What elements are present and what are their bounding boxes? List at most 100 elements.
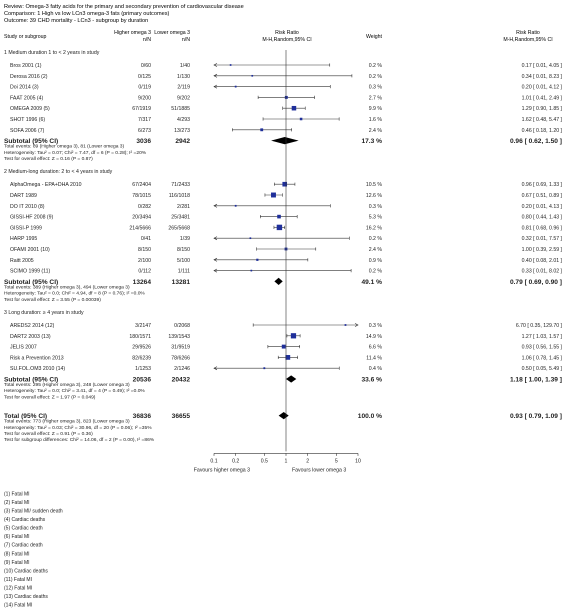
subgroup-note: Test for overall effect: Z = 0.16 (P = 0… (4, 156, 93, 162)
study-ci-text: 0.20 [ 0.01, 4.13 ] (522, 204, 563, 210)
study-ci-text: 1.27 [ 1.03, 1.57 ] (522, 334, 563, 340)
footnote: (13) Cardiac deaths (4, 594, 48, 600)
subtotal-ci-text: 0.96 [ 0.62, 1.50 ] (510, 138, 562, 145)
higher-events: 67/1919 (132, 106, 151, 112)
study-name: HARP 1995 (10, 236, 37, 242)
study-mark-left-arrow (213, 203, 218, 208)
subgroup-note: Total events: 389 (Higher omega 3), 494 … (4, 284, 130, 290)
higher-events: 0/119 (138, 85, 151, 91)
lower-events: 116/1018 (169, 193, 190, 199)
total-note: Total events: 773 (Higher omega 3), 823 … (4, 419, 130, 425)
study-ci-text: 0.46 [ 0.18, 1.20 ] (522, 128, 563, 134)
total-lower: 36655 (172, 413, 191, 420)
footnotes: (1) Fatal MI (2) Fatal MI (3) Fatal MI/ su… (4, 491, 63, 608)
subgroup-note: Test for overall effect: Z = 1.97 (P = 0… (4, 394, 96, 400)
col-higher: Higher omega 3 (114, 30, 151, 36)
subgroup-title: 2 Medium-long duration: 2 to < 4 years i… (4, 169, 113, 175)
study-weight: 0.4 % (369, 366, 383, 372)
study-ci-text: 0.96 [ 0.69, 1.33 ] (522, 182, 563, 188)
study-name: Bros 2001 (1) (10, 63, 42, 69)
study-name: DART 1989 (10, 193, 37, 199)
col-study: Study or subgroup (4, 34, 47, 40)
study-weight: 1.6 % (369, 117, 383, 123)
higher-events: 0/60 (141, 63, 151, 69)
study-ci-text: 1.29 [ 0.90, 1.85 ] (522, 106, 563, 112)
study-weight: 0.9 % (369, 258, 383, 264)
study-weight: 16.2 % (366, 225, 383, 231)
lower-events: 71/2433 (171, 182, 190, 188)
lower-events: 1/40 (180, 63, 190, 69)
lower-events: 5/100 (177, 258, 190, 264)
favours-right-label: Favours lower omega 3 (292, 467, 346, 473)
col-rr-method: M-H,Random,95% CI (262, 37, 311, 43)
study-mark-box (290, 333, 297, 339)
total-ci-text: 0.93 [ 0.79, 1.09 ] (510, 413, 562, 420)
study-name: SCIMO 1999 (11) (10, 269, 51, 275)
study-name: Doi 2014 (3) (10, 85, 39, 91)
study-name: Risk a Prevention 2013 (10, 355, 64, 361)
higher-events: 0/41 (141, 236, 151, 242)
study-mark-left-arrow (213, 236, 218, 241)
col-lower-nn: n/N (182, 37, 190, 43)
lower-events: 4/293 (177, 117, 190, 123)
study-ci-text: 0.32 [ 0.01, 7.57 ] (522, 236, 563, 242)
higher-events: 82/6239 (132, 355, 151, 361)
subtotal-label: Subtotal (95% CI) (4, 279, 58, 286)
study-mark-box (282, 181, 288, 187)
subgroup-note: Heterogeneity: Tau² = 0.0; Chi² = 3.41, … (4, 388, 145, 394)
comparison-title: Comparison: 1 High vs low LCn3 omega-3 f… (4, 11, 170, 17)
subgroup-note: Test for overall effect: Z = 3.55 (P = 0… (4, 297, 101, 303)
higher-events: 0/112 (138, 269, 151, 275)
study-mark-left-arrow (213, 63, 218, 67)
subtotal-lower: 2942 (175, 138, 190, 145)
subtotal-higher: 20536 (133, 377, 152, 384)
x-tick-label: 2 (306, 458, 309, 464)
study-mark-box (263, 367, 266, 370)
footnote: (2) Fatal MI (4, 500, 30, 506)
study-weight: 2.7 % (369, 95, 383, 101)
column-headers: Study or subgroup Higher omega 3 n/N Low… (4, 30, 553, 43)
study-mark-box (276, 224, 283, 231)
x-tick-label: 5 (335, 458, 338, 464)
subgroup-title: 1 Medium duration 1 to < 2 years in stud… (4, 50, 100, 56)
footnote: (6) Fatal MI (4, 534, 30, 540)
outcome-title: Outcome: 39 CHD mortality - LCn3 - subgr… (4, 18, 148, 24)
study-weight: 0.3 % (369, 85, 383, 91)
total-note: Heterogeneity: Tau² = 0.03; Chi² = 30.96… (4, 425, 152, 431)
study-name: DART2 2003 (13) (10, 334, 51, 340)
footnote: (11) Fatal MI (4, 577, 32, 583)
study-ci-text: 0.40 [ 0.08, 2.01 ] (522, 258, 563, 264)
study-weight: 0.2 % (369, 236, 383, 242)
lower-events: 78/6266 (171, 355, 190, 361)
subtotal-diamond (274, 277, 283, 285)
study-name: SHOT 1996 (6) (10, 117, 45, 123)
lower-events: 2/1246 (174, 366, 190, 372)
study-weight: 11.4 % (366, 355, 382, 361)
study-ci-text: 0.34 [ 0.01, 8.23 ] (522, 74, 563, 80)
footnote: (1) Fatal MI (4, 491, 30, 497)
subgroup-note: Heterogeneity: Tau² = 0.0; Chi² = 4.94, … (4, 291, 145, 297)
x-tick-label: 0.2 (232, 458, 239, 464)
col-lower: Lower omega 3 (154, 30, 190, 36)
higher-events: 67/2404 (132, 182, 151, 188)
lower-events: 51/1885 (171, 106, 190, 112)
footnote: (10) Cardiac deaths (4, 568, 48, 574)
study-ci-text: 1.06 [ 0.78, 1.45 ] (522, 355, 563, 361)
study-mark-box (271, 192, 276, 198)
review-title: Review: Omega-3 fatty acids for the prim… (4, 4, 244, 10)
study-ci-text: 0.80 [ 0.44, 1.43 ] (522, 215, 563, 221)
subtotal-diamond (271, 137, 299, 145)
x-tick-label: 10 (355, 458, 361, 464)
footnote: (5) Cardiac death (4, 526, 43, 532)
study-ci-text: 0.93 [ 0.56, 1.55 ] (522, 345, 563, 351)
study-weight: 2.4 % (369, 128, 383, 134)
higher-events: 0/282 (138, 204, 151, 210)
subtotal-diamond (286, 375, 297, 383)
study-weight: 9.9 % (369, 106, 383, 112)
study-weight: 0.3 % (369, 323, 383, 329)
study-mark-box (299, 117, 303, 121)
study-ci-text: 0.20 [ 0.01, 4.12 ] (522, 85, 563, 91)
subgroup-note: Heterogeneity: Tau² = 0.07; Chi² = 7.47,… (4, 150, 147, 156)
study-mark-box (234, 85, 237, 88)
